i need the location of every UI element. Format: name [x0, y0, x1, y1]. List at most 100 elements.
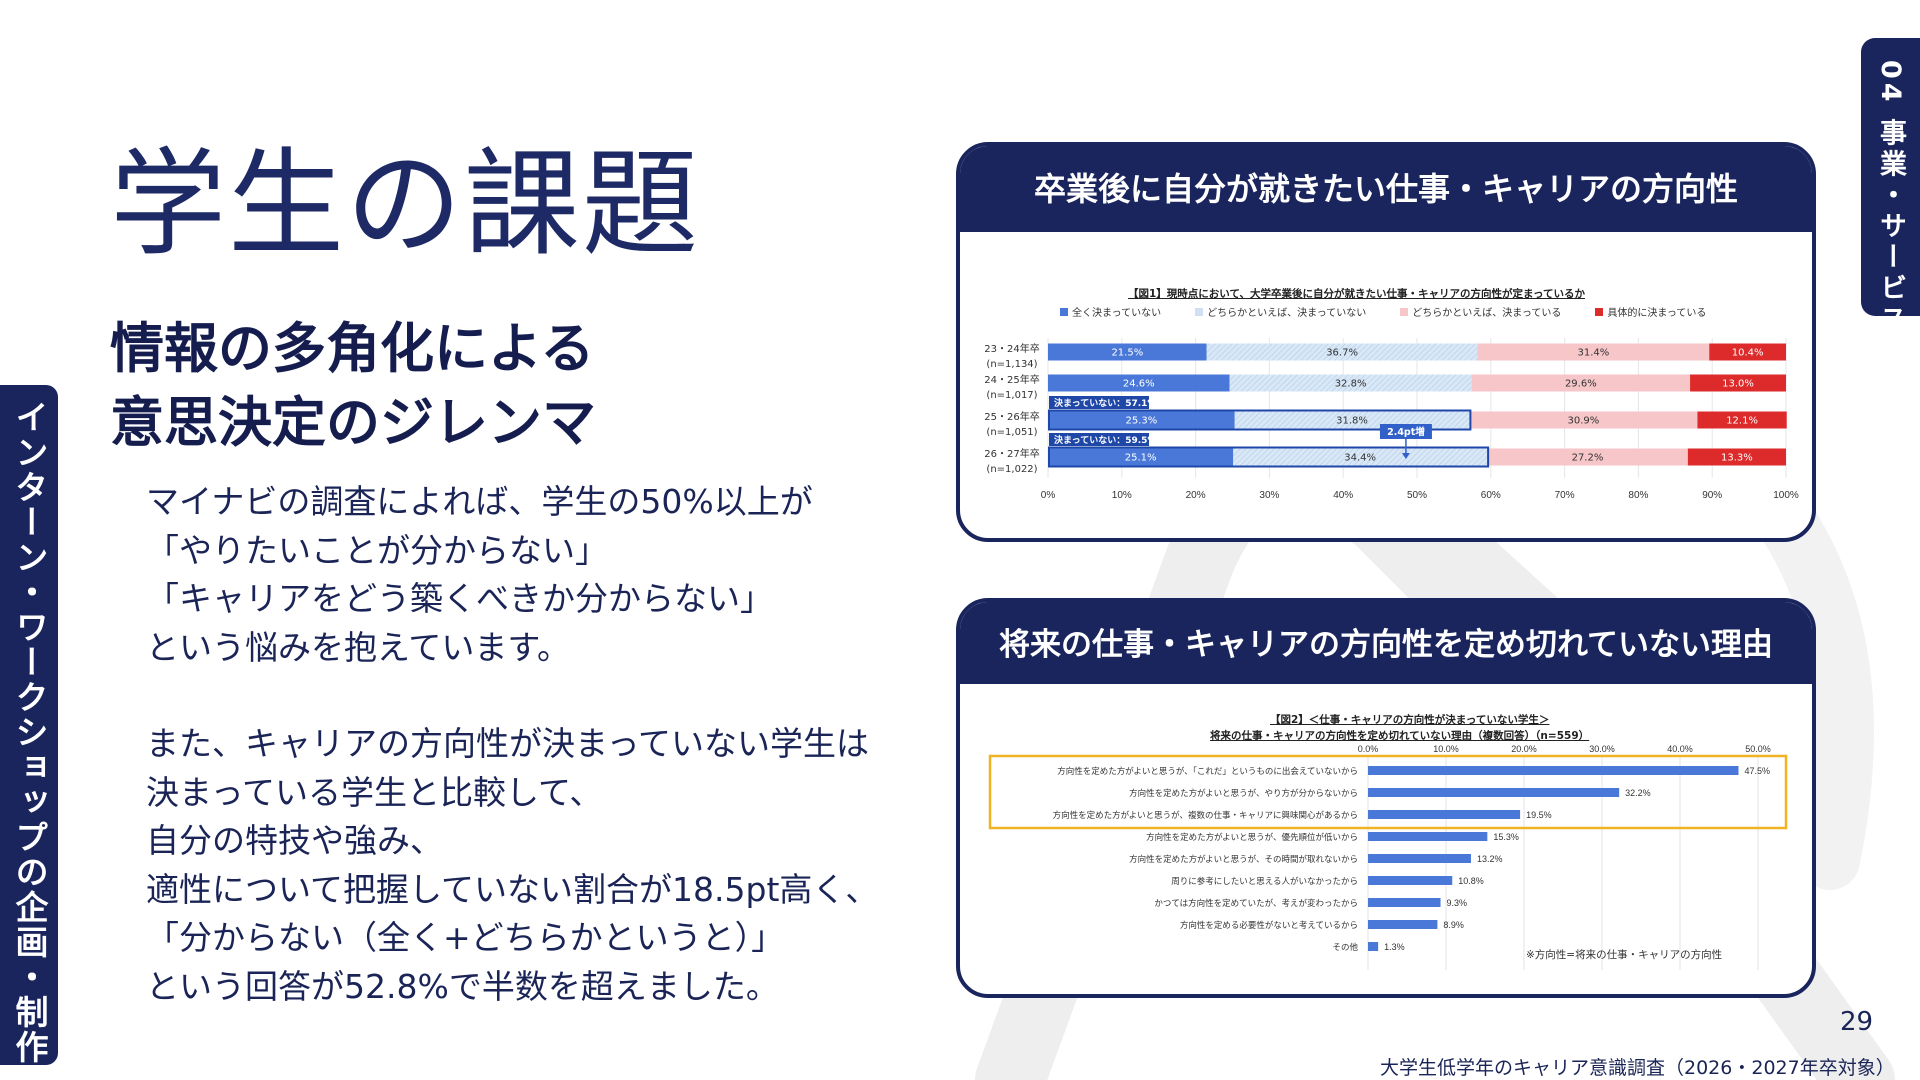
data-label: 31.4%	[1577, 348, 1609, 359]
x-tick-label: 20.0%	[1511, 744, 1537, 754]
category-label: 方向性を定めた方がよいと思うが、優先順位が低いから	[1146, 832, 1358, 843]
x-tick-label: 0%	[1041, 490, 1056, 501]
chart-title: 【図1】現時点において、大学卒業後に自分が就きたい仕事・キャリアの方向性が定まっ…	[1128, 288, 1586, 300]
data-label: 34.4%	[1344, 453, 1376, 464]
x-tick-label: 60%	[1481, 490, 1501, 501]
chart-panel-career-direction: 卒業後に自分が就きたい仕事・キャリアの方向性 【図1】現時点において、大学卒業後…	[956, 142, 1816, 542]
x-tick-label: 30.0%	[1589, 744, 1615, 754]
data-label: 32.2%	[1625, 788, 1651, 798]
bar-segment	[1687, 448, 1786, 466]
panel-header: 卒業後に自分が就きたい仕事・キャリアの方向性	[960, 146, 1812, 232]
right-side-tab-label: 04 事業・サービス	[1875, 60, 1906, 336]
category-label: 25・26年卒	[984, 410, 1039, 423]
chart-legend: 全く決まっていない どちらかといえば、決まっていない どちらかといえば、決まって…	[1060, 304, 1706, 319]
chart-panel-reasons: 将来の仕事・キャリアの方向性を定め切れていない理由 【図2】＜仕事・キャリアの方…	[956, 598, 1816, 998]
data-label: 30.9%	[1568, 416, 1600, 427]
x-tick-label: 10%	[1112, 490, 1132, 501]
bar-segment	[1469, 411, 1698, 429]
x-tick-label: 50%	[1407, 490, 1427, 501]
body-line: 「やりたいことが分からない」	[146, 530, 608, 570]
x-tick-label: 40%	[1333, 490, 1353, 501]
data-label: 8.9%	[1443, 920, 1464, 930]
data-label: 36.7%	[1326, 348, 1358, 359]
data-label: 32.8%	[1335, 379, 1367, 390]
annotation-label: 決まっていない：57.1%	[1054, 397, 1156, 409]
data-label: 10.8%	[1458, 876, 1484, 886]
stacked-bar-chart: 0% 10% 20% 30% 40% 50% 60% 70% 80% 90% 100% 23・24年卒…	[984, 338, 1799, 501]
x-tick-label: 80%	[1628, 490, 1648, 501]
x-tick-label: 10.0%	[1433, 744, 1459, 754]
x-tick-label: 0.0%	[1358, 744, 1379, 754]
data-label: 13.2%	[1477, 854, 1503, 864]
bar-segment	[1229, 374, 1472, 392]
bar-segment	[1477, 343, 1710, 361]
data-label: 27.2%	[1572, 453, 1604, 464]
highlight-frame	[1048, 409, 1472, 431]
x-tick-label: 40.0%	[1667, 744, 1693, 754]
page-title: 学生の課題	[110, 137, 700, 272]
category-label: 方向性を定める必要性がないと考えているから	[1180, 920, 1358, 931]
left-side-tab-label: インターン・ワークショップの企画・制作	[10, 400, 49, 1065]
bar-segment	[1206, 343, 1478, 361]
data-label: 9.3%	[1447, 898, 1468, 908]
bar-segment	[1471, 374, 1691, 392]
category-label: 方向性を定めた方がよいと思うが、その時間が取れないから	[1129, 854, 1358, 865]
body-line: という悩みを抱えています。	[146, 627, 571, 667]
bar	[1368, 898, 1441, 907]
bar	[1368, 810, 1521, 819]
bar-segment	[1048, 374, 1230, 392]
legend-item: 全く決まっていない	[1060, 304, 1161, 319]
bar-segment	[1697, 411, 1787, 429]
legend-label: 具体的に決まっている	[1607, 308, 1707, 319]
data-label: 31.8%	[1336, 416, 1368, 427]
page-number: 29	[1840, 1007, 1874, 1037]
category-label: 方向性を定めた方がよいと思うが、やり方が分からないから	[1129, 788, 1358, 799]
body-line: 決まっている学生と比較して、	[146, 772, 603, 812]
bar-segment	[1048, 343, 1207, 361]
body-line: また、キャリアの方向性が決まっていない学生は	[146, 724, 870, 763]
body-line: という回答が52.8%で半数を超えました。	[146, 966, 779, 1006]
chart-note: ※方向性=将来の仕事・キャリアの方向性	[1526, 948, 1722, 961]
bar-segment	[1048, 448, 1234, 466]
bar	[1368, 876, 1453, 885]
x-tick-label: 50.0%	[1745, 744, 1771, 754]
bar	[1368, 942, 1379, 951]
category-label: 方向性を定めた方がよいと思うが、「これだ」というものに出会えていないから	[1057, 766, 1358, 777]
highlight-frame	[1048, 446, 1490, 468]
bar	[1368, 766, 1739, 775]
category-label: かつては方向性を定めていたが、考えが変わったから	[1154, 898, 1358, 909]
data-label: 29.6%	[1565, 379, 1597, 390]
bar	[1368, 920, 1438, 929]
x-tick-label: 20%	[1186, 490, 1206, 501]
category-label: 23・24年卒	[984, 342, 1039, 355]
annotation-box	[1049, 433, 1149, 446]
category-label: その他	[1332, 942, 1358, 953]
bar-segment	[1048, 411, 1235, 429]
section-subtitle: 情報の多角化による 意思決定のジレンマ	[110, 312, 596, 460]
data-label: 13.3%	[1721, 453, 1753, 464]
chart-title: 【図2】＜仕事・キャリアの方向性が決まっていない学生＞	[1270, 714, 1550, 726]
increase-arrow-head	[1401, 453, 1410, 459]
legend-item: どちらかといえば、決まっている	[1400, 304, 1561, 319]
increase-label: 2.4pt増	[1387, 426, 1425, 438]
bar-segment	[1487, 448, 1688, 466]
data-label: 13.0%	[1722, 379, 1754, 390]
x-tick-label: 30%	[1259, 490, 1279, 501]
data-label: 47.5%	[1745, 766, 1771, 776]
legend-label: 全く決まっていない	[1072, 308, 1162, 319]
category-label: 26・27年卒	[984, 447, 1039, 460]
body-text: マイナビの調査によれば、学生の50%以上が 「やりたいことが分からない」 「キャ…	[146, 478, 878, 1011]
x-tick-label: 90%	[1702, 490, 1722, 501]
category-n-label: (n=1,022)	[986, 464, 1037, 475]
x-tick-label: 70%	[1555, 490, 1575, 501]
bar	[1368, 832, 1488, 841]
subtitle-line: 情報の多角化による	[110, 317, 595, 380]
data-label: 24.6%	[1123, 379, 1155, 390]
panel-header: 将来の仕事・キャリアの方向性を定め切れていない理由	[960, 602, 1812, 684]
body-line: 適性について把握していない割合が18.5pt高く、	[146, 869, 879, 909]
increase-badge	[1379, 424, 1432, 439]
bar-segment	[1233, 448, 1488, 466]
data-label: 12.1%	[1726, 416, 1758, 427]
body-line: 「キャリアをどう築くべきか分からない」	[146, 579, 773, 618]
annotation-label: 決まっていない：59.5%	[1054, 434, 1156, 446]
